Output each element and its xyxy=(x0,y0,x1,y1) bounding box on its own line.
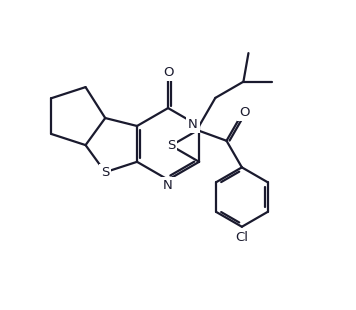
Text: O: O xyxy=(163,66,173,79)
Text: S: S xyxy=(101,166,109,179)
Text: N: N xyxy=(188,118,198,131)
Text: Cl: Cl xyxy=(235,231,248,243)
Text: O: O xyxy=(239,106,250,119)
Text: N: N xyxy=(163,179,173,193)
Text: S: S xyxy=(167,139,175,152)
